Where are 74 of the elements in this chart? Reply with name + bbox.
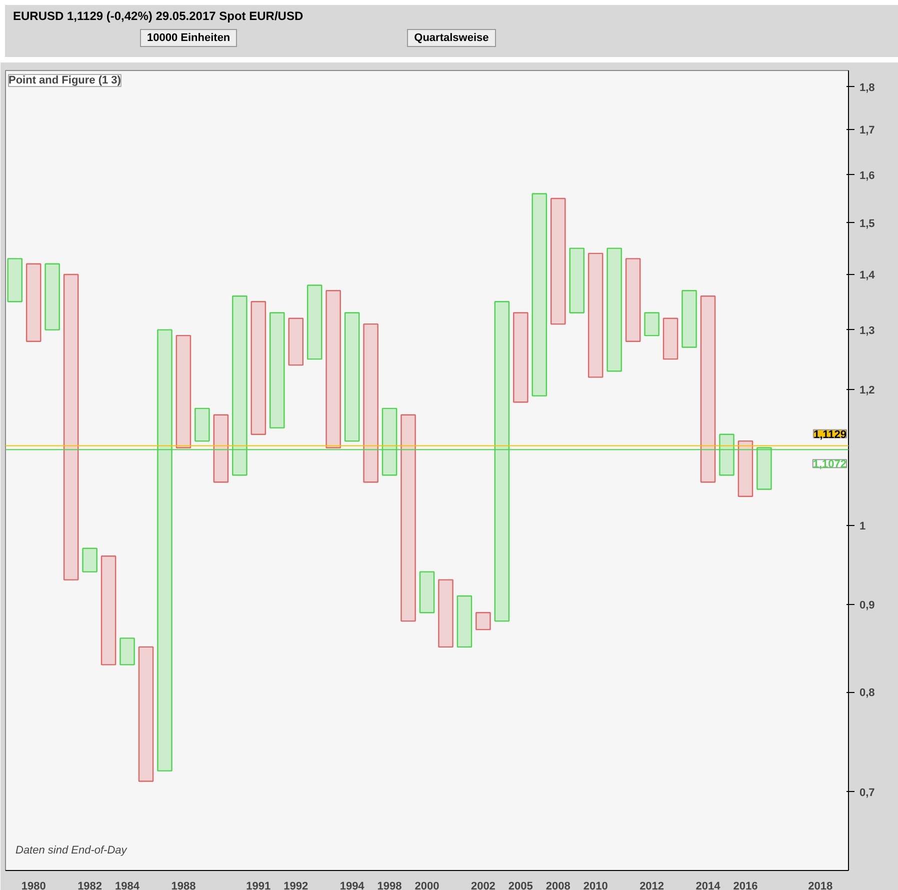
bar	[644, 312, 660, 336]
x-tick-label: 1980	[21, 880, 46, 890]
y-tick-label: 1,3	[860, 324, 875, 337]
bar	[456, 595, 472, 648]
bar	[26, 263, 42, 342]
bar	[438, 579, 454, 648]
bar	[569, 248, 584, 314]
x-tick-label: 2014	[696, 880, 722, 890]
y-tick-label: 1,8	[860, 82, 875, 94]
bar	[194, 408, 210, 442]
bar	[120, 638, 135, 666]
bar	[606, 248, 622, 372]
bar	[82, 548, 98, 572]
y-tick-label: 1,5	[860, 218, 875, 230]
bar	[532, 193, 548, 396]
bar	[250, 301, 266, 436]
bar	[494, 301, 510, 622]
bar	[157, 329, 172, 772]
bar	[344, 312, 360, 442]
bar	[382, 408, 398, 476]
y-tick-label: 1,4	[860, 269, 876, 282]
bar	[288, 318, 304, 366]
bar	[306, 284, 322, 360]
bar	[363, 323, 378, 483]
x-tick-label: 1988	[171, 880, 196, 890]
x-tick-label: 1994	[340, 880, 366, 890]
x-tick-label: 2016	[733, 880, 758, 890]
x-tick-label: 1998	[377, 880, 402, 890]
y-tick-label: 1,7	[860, 124, 875, 137]
bar	[738, 440, 754, 497]
annotation: Daten sind End-of-Day	[16, 844, 128, 856]
x-tick-label: 1984	[115, 880, 140, 890]
x-tick-label: 2008	[546, 880, 570, 890]
bar	[44, 263, 60, 330]
y-tick-label: 0,9	[860, 599, 875, 612]
bar	[326, 290, 341, 448]
y-tick-label: 1,6	[860, 170, 875, 182]
text: 10000 Einheiten	[140, 29, 238, 47]
bar	[400, 414, 416, 622]
bar	[63, 274, 79, 580]
bar	[662, 318, 678, 360]
x-tick-label: 2005	[508, 880, 533, 890]
bar	[100, 556, 116, 666]
y-tick-label: 1	[860, 520, 866, 533]
text: Quartalsweise	[407, 29, 496, 47]
x-tick-label: 1982	[78, 880, 102, 890]
y-tick-label: 0,8	[860, 687, 875, 700]
bar	[138, 646, 154, 782]
x-tick-label: 2012	[640, 880, 664, 890]
bar	[513, 312, 528, 403]
y-tick-label: 1,2	[860, 384, 875, 397]
y-tick-label: 0,7	[860, 786, 875, 799]
x-tick-label: 2018	[808, 880, 833, 890]
bar	[625, 258, 641, 342]
chart-title: EURUSD 1,1129 (-0,42%) 29.05.2017 Spot EUR/USD	[12, 8, 304, 25]
bar	[176, 334, 192, 448]
bar	[232, 296, 248, 476]
chart-subtitle: Point and Figure (1 3)	[8, 74, 122, 86]
bar	[756, 447, 772, 490]
bar	[719, 434, 734, 476]
x-tick-label: 2000	[414, 880, 440, 890]
x-tick-label: 1991	[246, 880, 271, 890]
x-tick-label: 1992	[284, 880, 308, 890]
bar	[419, 571, 435, 614]
bar	[270, 312, 285, 428]
bar	[682, 290, 697, 348]
bar	[550, 198, 566, 325]
bar	[213, 414, 229, 483]
x-tick-label: 2010	[583, 880, 608, 890]
bar	[7, 258, 22, 302]
bar	[700, 296, 716, 483]
bar	[476, 612, 491, 630]
x-tick-label: 2002	[470, 880, 496, 890]
bar	[588, 252, 604, 378]
